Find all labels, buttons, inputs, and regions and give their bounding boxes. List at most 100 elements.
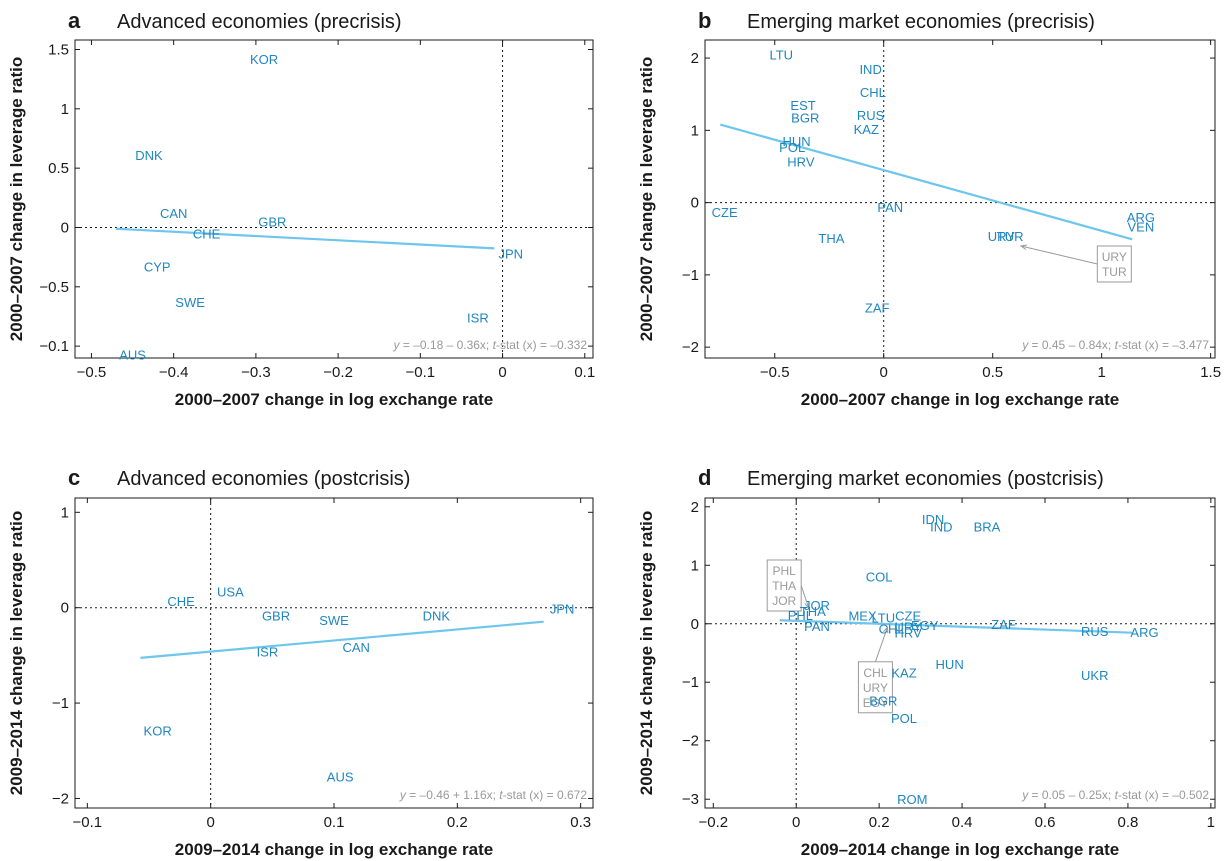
equation-body: = 0.05 – 0.25x;	[1028, 788, 1114, 802]
data-point-label: TUR	[997, 229, 1024, 244]
x-tick-label: −0.2	[698, 814, 728, 831]
data-point-label: AUS	[119, 347, 146, 362]
y-tick-label: −2	[682, 339, 699, 356]
y-axis-label: 2000–2007 change in leverage ratio	[637, 57, 656, 341]
plot-frame	[74, 39, 594, 359]
y-tick-label: 0	[691, 195, 699, 212]
y-tick-label: 0	[61, 219, 69, 236]
x-tick-label: 1.5	[1200, 364, 1221, 381]
equation-t: t	[1115, 338, 1119, 352]
x-tick-label: −0.5	[77, 364, 107, 381]
y-tick-label: 0.5	[48, 160, 69, 177]
data-point-label: SWE	[175, 295, 205, 310]
callout-box	[857, 661, 893, 714]
panel-title: Advanced economies (postcrisis)	[117, 468, 410, 490]
y-tick-label: −0.5	[39, 279, 69, 296]
data-point-label: KOR	[144, 724, 172, 739]
data-point-label: MEX	[848, 609, 877, 624]
x-axis-label: 2009–2014 change in log exchange rate	[801, 840, 1119, 859]
data-point-label: LTU	[871, 610, 895, 625]
data-point-label: RUS	[1081, 624, 1109, 639]
x-tick-label: −0.3	[241, 364, 271, 381]
data-point-label: BGR	[791, 110, 819, 125]
data-point-label: JOR	[804, 598, 830, 613]
x-tick-label: 0.5	[982, 364, 1003, 381]
y-tick-label: 0	[691, 616, 699, 633]
equation-t: t	[499, 788, 503, 802]
x-tick-label: 0.4	[952, 814, 973, 831]
callout-label: URY	[1102, 250, 1127, 264]
callout-label: THA	[772, 579, 796, 593]
y-tick-label: 1	[61, 101, 69, 118]
y-tick-label: −2	[682, 733, 699, 750]
y-tick-label: 1	[691, 122, 699, 139]
x-tick-label: −0.1	[73, 814, 103, 831]
equation-suffix: -stat (x) = –0.502	[1118, 788, 1209, 802]
x-tick-label: 0	[206, 814, 214, 831]
y-tick-label: 2	[691, 499, 699, 516]
y-tick-label: −1	[52, 695, 69, 712]
data-point-label: USA	[217, 584, 244, 599]
panel-b: b Emerging market economies (precrisis) −0…	[637, 8, 1221, 409]
fit-line	[779, 619, 1133, 634]
y-axis-label: 2009–2014 change in leverage ratio	[7, 511, 26, 795]
equation-suffix: -stat (x) = –3.477	[1118, 338, 1209, 352]
y-tick-label: 2	[691, 50, 699, 67]
callout-label: CHL	[863, 666, 887, 680]
data-point-label: POL	[779, 140, 805, 155]
x-axis-label: 2000–2007 change in log exchange rate	[801, 390, 1119, 409]
callout-box	[1096, 245, 1132, 283]
data-point-label: ARG	[1127, 210, 1155, 225]
data-point-label: PAN	[804, 619, 830, 634]
data-point-label: ISR	[467, 311, 489, 326]
x-tick-label: 0.2	[447, 814, 468, 831]
equation-body: = 0.45 – 0.84x;	[1028, 338, 1114, 352]
x-tick-label: 1	[1207, 814, 1215, 831]
data-point-label: KAZ	[891, 665, 916, 680]
panel-letter: d	[698, 465, 711, 490]
plot-frame	[74, 497, 594, 809]
regression-equation: y = –0.46 + 1.16x; t-stat (x) = 0.672	[399, 788, 587, 802]
x-tick-label: −0.4	[159, 364, 189, 381]
callout-label: EGY	[863, 696, 888, 710]
callout-label: TUR	[1102, 265, 1127, 279]
data-point-label: LTU	[769, 47, 793, 62]
data-point-label: RUS	[857, 108, 885, 123]
callout-arrow	[1020, 245, 1098, 265]
regression-equation: y = 0.05 – 0.25x; t-stat (x) = –0.502	[1021, 788, 1209, 802]
data-point-label: UKR	[1081, 668, 1108, 683]
x-tick-label: −0.2	[323, 364, 353, 381]
equation-suffix: -stat (x) = 0.672	[503, 788, 588, 802]
x-tick-label: 0.8	[1117, 814, 1138, 831]
data-point-label: HUN	[782, 134, 810, 149]
x-axis-label: 2000–2007 change in log exchange rate	[175, 390, 493, 409]
y-tick-label: −2	[52, 790, 69, 807]
data-point-label: HRV	[895, 626, 923, 641]
data-point-label: CZE	[895, 609, 921, 624]
equation-t: t	[1115, 788, 1119, 802]
data-point-label: KOR	[250, 52, 278, 67]
data-point-label: GBR	[262, 608, 290, 623]
data-point-label: DNK	[135, 148, 163, 163]
data-point-label: ZAF	[865, 300, 890, 315]
data-point-label: AUS	[327, 770, 354, 785]
panel-letter: b	[698, 8, 711, 33]
data-point-label: CHL	[860, 85, 886, 100]
equation-y: y	[1021, 788, 1029, 802]
plot-frame	[704, 39, 1216, 359]
regression-equation: y = 0.45 – 0.84x; t-stat (x) = –3.477	[1021, 338, 1209, 352]
data-point-label: HUN	[936, 657, 964, 672]
data-point-label: COL	[866, 569, 893, 584]
data-point-label: PAN	[877, 200, 903, 215]
data-point-label: IND	[930, 520, 952, 535]
data-point-label: JPN	[550, 602, 575, 617]
callout-label: URY	[863, 681, 888, 695]
callout-arrow	[800, 585, 810, 609]
callout-arrowhead	[883, 626, 889, 634]
data-point-label: JPN	[498, 247, 523, 262]
y-tick-label: −1	[682, 674, 699, 691]
fit-line	[116, 227, 495, 250]
regression-equation: y = –0.18 – 0.36x; t-stat (x) = –0.332	[393, 338, 588, 352]
